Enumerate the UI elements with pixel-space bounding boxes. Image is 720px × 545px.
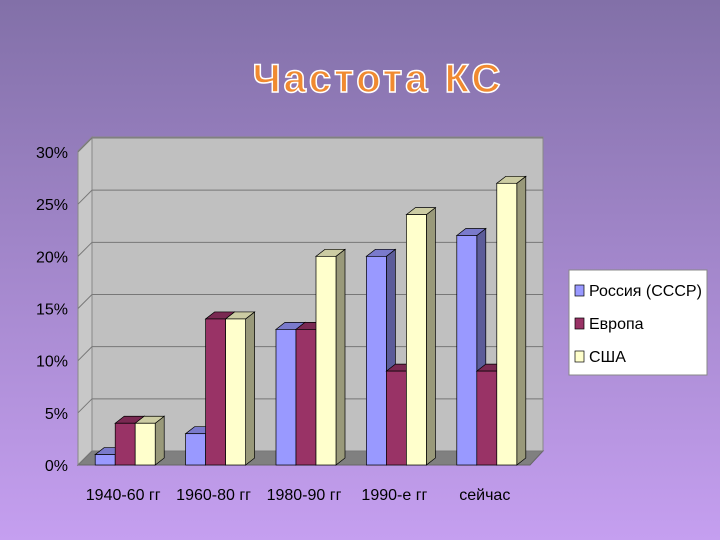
bar xyxy=(134,415,166,466)
bar-front xyxy=(275,329,297,466)
bars xyxy=(94,175,527,466)
y-tick-label: 25% xyxy=(36,197,68,214)
x-tick-label: сейчас xyxy=(459,487,510,504)
y-tick-label: 15% xyxy=(36,302,68,319)
labels: 0% 5% 10% 15% 20% 25% 30% 1940-60 гг 1960-80 гг 1… xyxy=(36,145,510,504)
x-tick-label: 1960-80 гг xyxy=(176,487,251,504)
bar-front xyxy=(114,422,136,466)
grid-line xyxy=(77,241,543,257)
legend-label: США xyxy=(589,349,626,366)
bar-front xyxy=(496,182,518,466)
x-tick-label: 1940-60 гг xyxy=(86,487,161,504)
legend-label: Россия (СССР) xyxy=(589,283,702,300)
bar-side xyxy=(154,415,165,466)
bar xyxy=(224,311,256,466)
bar-side xyxy=(245,311,255,466)
y-tick-label: 5% xyxy=(45,406,68,423)
legend-swatch xyxy=(574,350,585,363)
y-tick-label: 10% xyxy=(36,354,68,371)
bar-side xyxy=(516,175,527,466)
x-tick-label: 1980-90 гг xyxy=(267,487,342,504)
bar xyxy=(405,206,437,466)
bar-front xyxy=(225,318,246,466)
bar-front xyxy=(94,454,116,466)
legend-label: Европа xyxy=(589,316,644,333)
bar xyxy=(314,248,347,466)
bar-front xyxy=(406,214,427,466)
legend-items: Россия (СССР) Европа США xyxy=(574,283,702,366)
bar-side xyxy=(335,248,346,466)
bar-front xyxy=(295,329,317,466)
legend xyxy=(568,269,708,376)
bar-front xyxy=(205,318,226,466)
bar-front xyxy=(134,422,156,466)
bar-front xyxy=(386,370,407,466)
y-tick-label: 30% xyxy=(36,145,68,162)
slide-title: Частота КС xyxy=(253,57,504,101)
bar-front xyxy=(456,235,478,466)
grid-line xyxy=(77,189,543,205)
y-tick-label: 0% xyxy=(45,458,68,475)
bar-side xyxy=(426,206,436,466)
bar xyxy=(495,175,527,466)
legend-swatch xyxy=(574,317,585,330)
bar-front xyxy=(366,255,387,466)
y-tick-label: 20% xyxy=(36,249,68,266)
legend-swatch xyxy=(574,284,585,297)
x-tick-label: 1990-е гг xyxy=(361,487,427,504)
bar-front xyxy=(476,370,498,466)
grid-line xyxy=(77,137,543,153)
bar-front xyxy=(185,433,206,466)
bar-front xyxy=(315,255,337,466)
